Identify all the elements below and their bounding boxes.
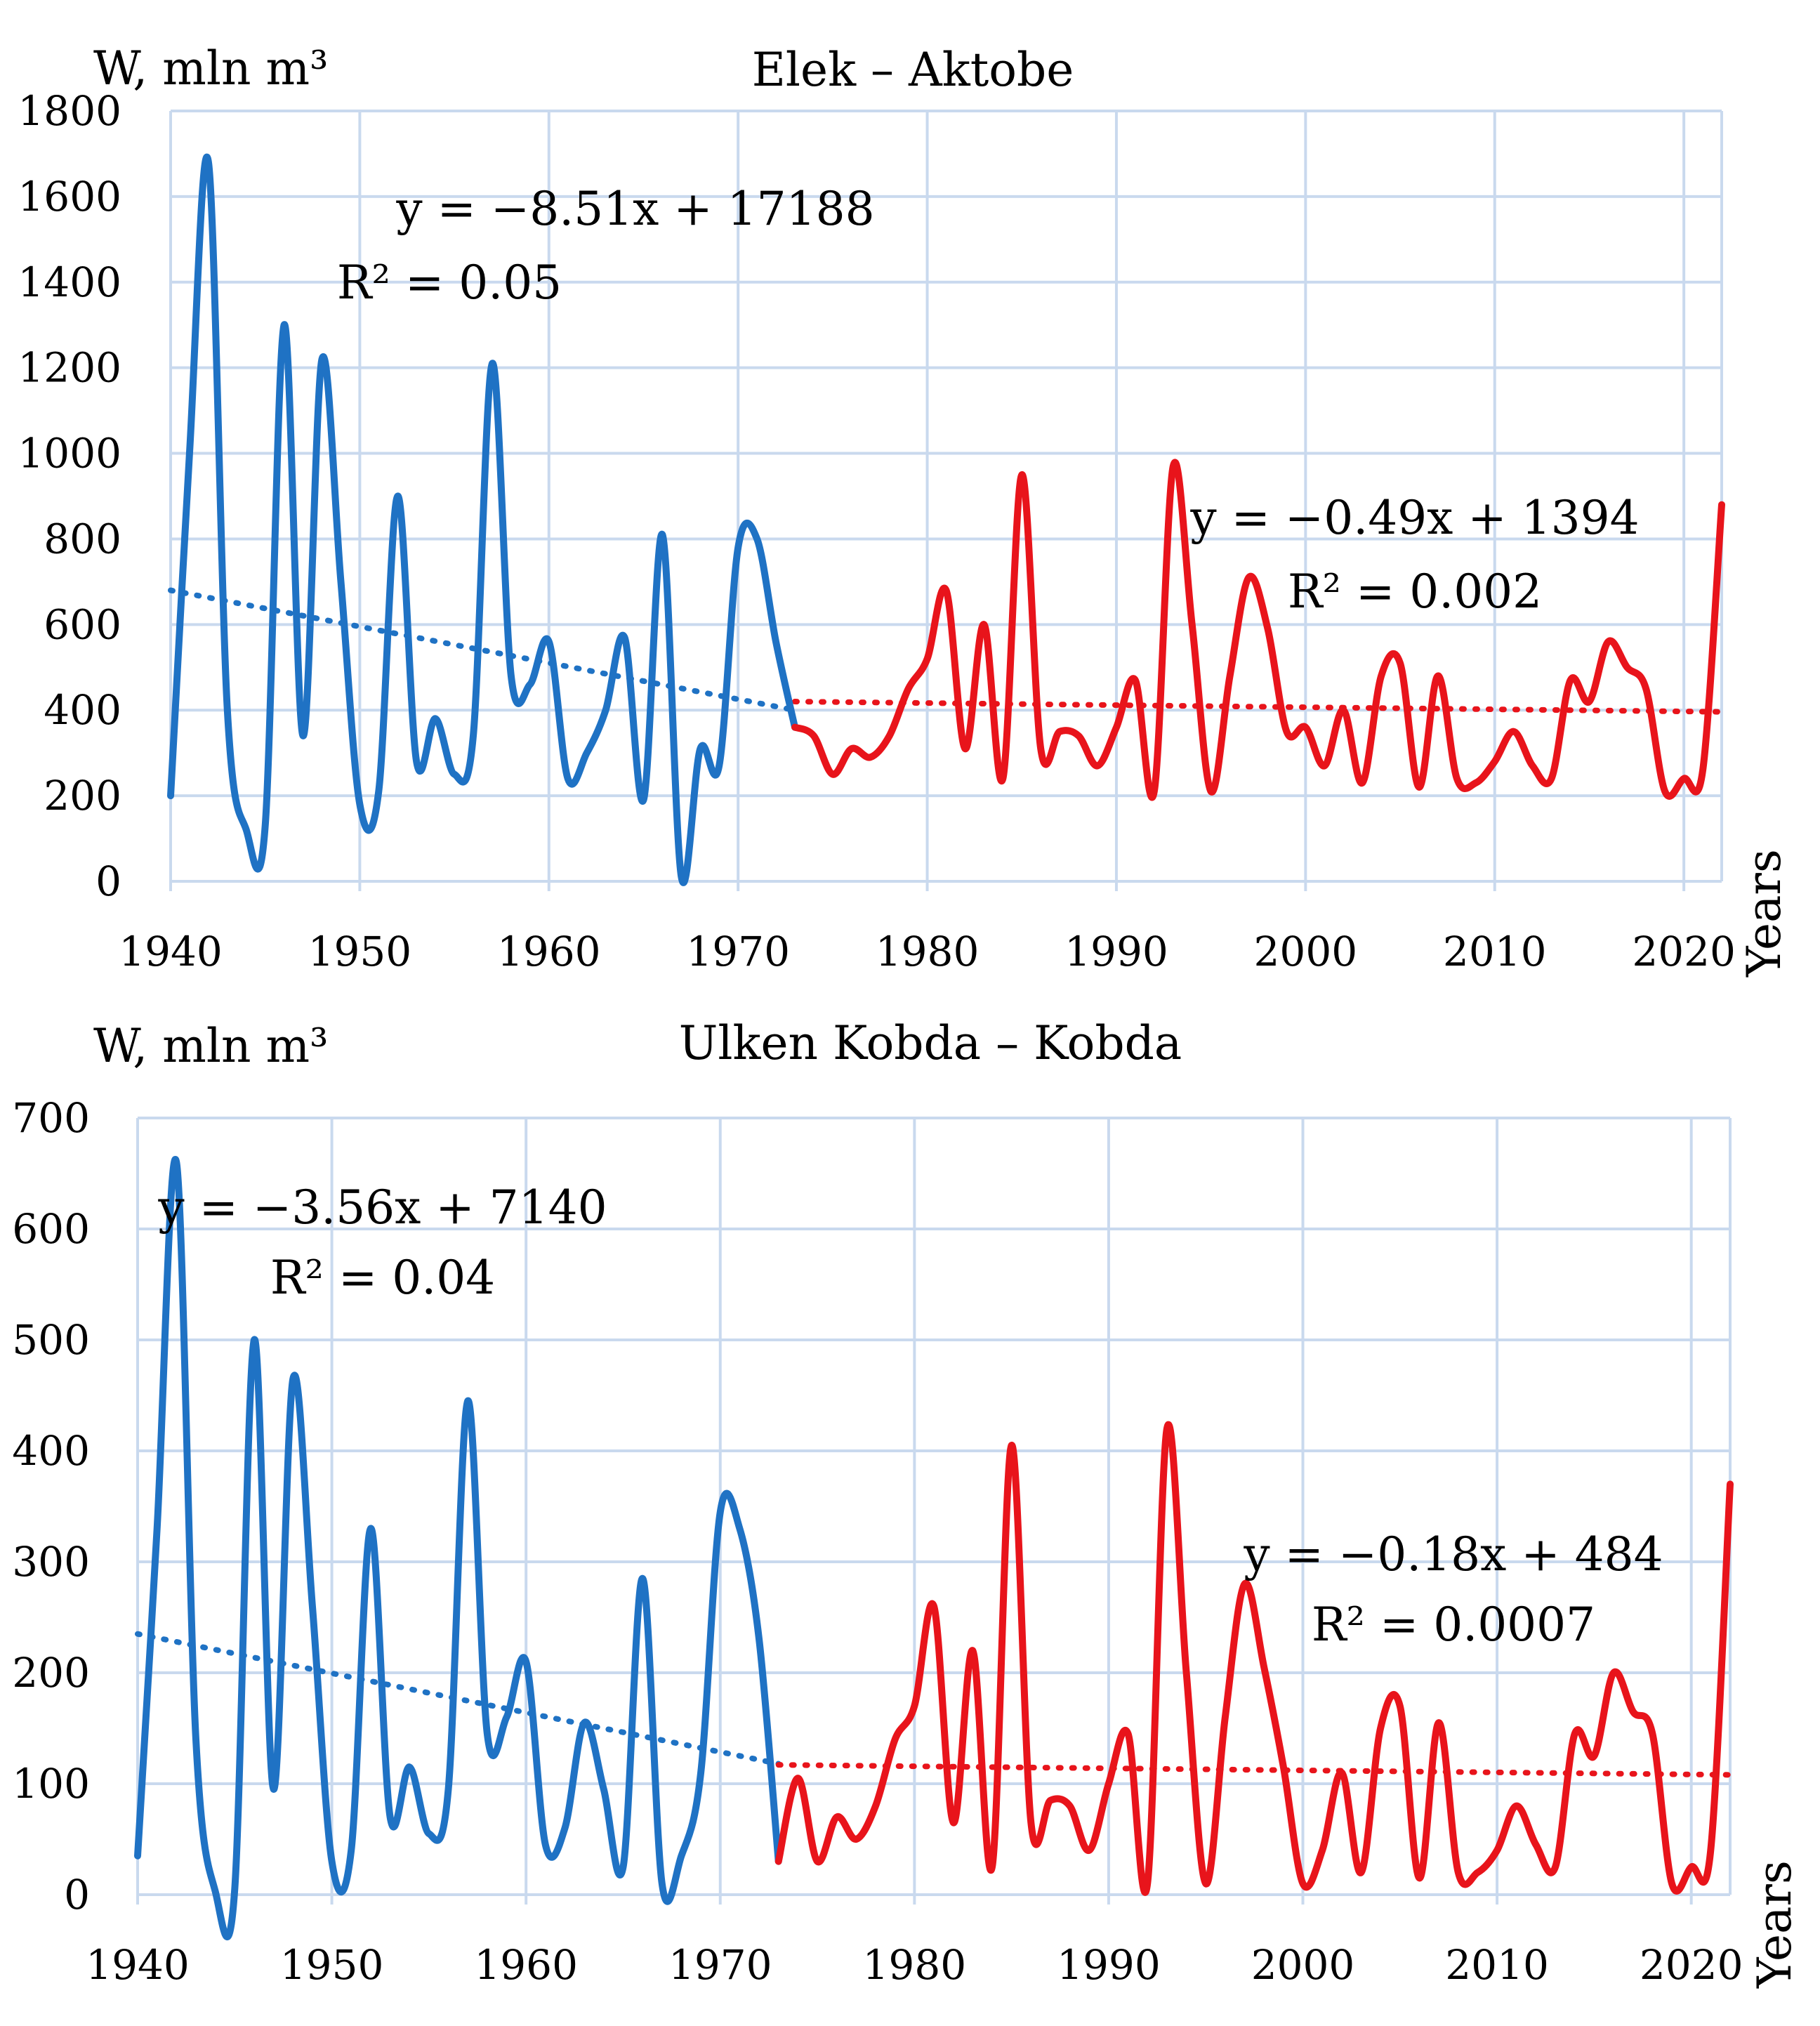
x-axis-label: Years <box>1737 849 1791 978</box>
x-tick-label: 1940 <box>86 1941 190 1989</box>
trend-equation: y = −0.49x + 1394 <box>1189 491 1639 545</box>
y-axis-label: W, mln m³ <box>93 41 328 96</box>
y-tick-label: 1400 <box>18 258 121 306</box>
chart-title: Elek – Aktobe <box>752 43 1074 97</box>
x-tick-label: 1980 <box>876 928 980 975</box>
y-tick-label: 1600 <box>18 173 121 221</box>
x-tick-label: 1990 <box>1057 1941 1161 1989</box>
x-tick-label: 1950 <box>280 1941 384 1989</box>
trend-equation: y = −3.56x + 7140 <box>157 1180 607 1235</box>
y-tick-label: 600 <box>12 1205 90 1253</box>
x-tick-label: 1960 <box>497 928 601 975</box>
y-tick-label: 700 <box>12 1094 90 1142</box>
chart-2: 0 100 200 300 400 500 600 700 1940 1950 1960 1970 19… <box>12 1016 1802 1989</box>
x-tick-label: 1980 <box>863 1941 967 1989</box>
x-tick-label: 2000 <box>1251 1941 1355 1989</box>
chart-title: Ulken Kobda – Kobda <box>679 1016 1182 1070</box>
y-tick-label: 1000 <box>18 430 121 478</box>
y-tick-label: 600 <box>44 600 121 648</box>
y-tick-label: 500 <box>12 1316 90 1364</box>
y-tick-label: 400 <box>12 1427 90 1475</box>
y-tick-label: 1200 <box>18 344 121 392</box>
y-tick-label: 0 <box>95 857 121 905</box>
x-tick-label: 1950 <box>308 928 412 975</box>
y-tick-label: 200 <box>44 772 121 820</box>
x-tick-label: 2020 <box>1640 1941 1743 1989</box>
x-tick-label: 1960 <box>474 1941 578 1989</box>
series-line-2 <box>774 1421 1734 1896</box>
y-tick-label: 0 <box>64 1871 90 1919</box>
y-tick-label: 100 <box>12 1760 90 1808</box>
y-tick-label: 1800 <box>18 87 121 135</box>
x-tick-label: 2010 <box>1443 928 1547 975</box>
series-line-1 <box>134 1156 782 1940</box>
y-tick-label: 300 <box>12 1538 90 1586</box>
x-tick-label: 2020 <box>1632 928 1736 975</box>
y-tick-label: 400 <box>44 686 121 734</box>
y-tick-label: 800 <box>44 515 121 563</box>
trend-r-squared: R² = 0.0007 <box>1312 1598 1595 1652</box>
x-axis-label: Years <box>1748 1860 1802 1989</box>
series-line-2 <box>791 459 1725 801</box>
x-tick-label: 1970 <box>668 1941 772 1989</box>
x-tick-label: 2000 <box>1254 928 1358 975</box>
trend-equation: y = −0.18x + 484 <box>1243 1527 1663 1581</box>
chart-1: 0 200 400 600 800 1000 1200 1400 1600 1800 1940 195… <box>18 41 1791 978</box>
trend-r-squared: R² = 0.04 <box>270 1251 495 1305</box>
y-tick-label: 200 <box>12 1649 90 1697</box>
y-axis-label: W, mln m³ <box>93 1019 328 1073</box>
series-line-1 <box>167 153 798 886</box>
trend-r-squared: R² = 0.002 <box>1288 565 1542 619</box>
trend-r-squared: R² = 0.05 <box>337 256 562 310</box>
x-tick-label: 2010 <box>1445 1941 1549 1989</box>
x-tick-label: 1970 <box>686 928 790 975</box>
x-tick-label: 1990 <box>1064 928 1168 975</box>
trendline-2 <box>775 1762 1733 1778</box>
trend-equation: y = −8.51x + 17188 <box>395 182 874 236</box>
x-tick-label: 1940 <box>119 928 223 975</box>
